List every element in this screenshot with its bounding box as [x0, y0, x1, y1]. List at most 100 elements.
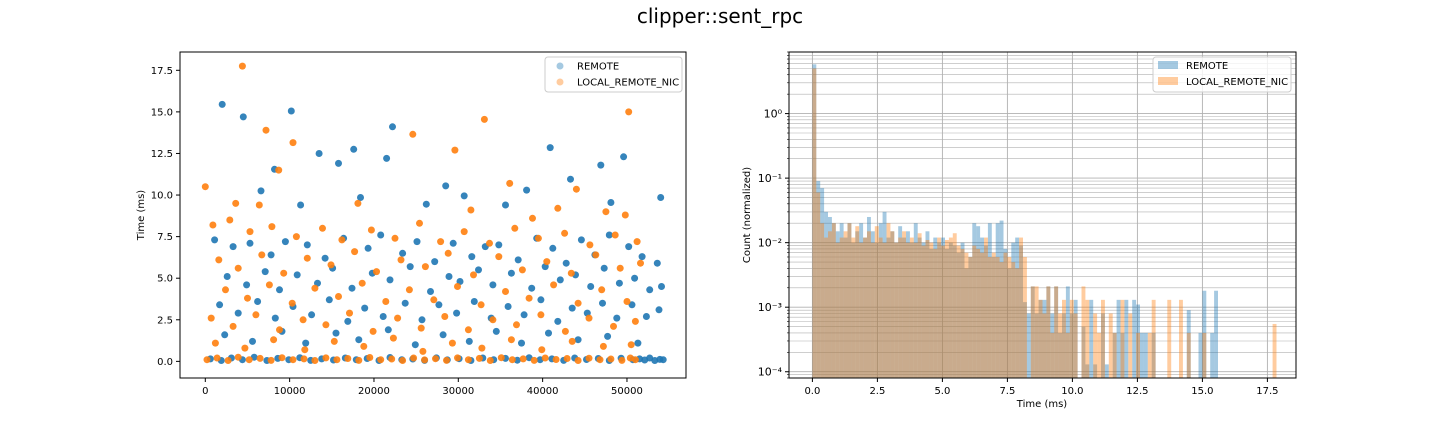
scatter-point: [418, 316, 426, 324]
scatter-point: [360, 342, 368, 350]
scatter-point: [530, 356, 538, 364]
histogram-bar: [898, 226, 903, 378]
scatter-point: [344, 317, 352, 325]
scatter-point: [574, 357, 582, 364]
scatter-point: [249, 337, 256, 345]
scatter-point: [430, 296, 438, 304]
histogram-bar: [1003, 252, 1008, 378]
histogram-bar: [902, 237, 906, 378]
scatter-point: [218, 100, 226, 108]
histogram-bar: [1116, 299, 1121, 378]
scatter-point: [543, 258, 551, 266]
scatter-point: [508, 356, 516, 364]
scatter-point: [470, 271, 477, 279]
histogram-bar: [1151, 299, 1156, 378]
histogram-bar: [1062, 299, 1066, 378]
scatter-point: [203, 356, 211, 364]
histogram-bar: [921, 245, 926, 378]
histogram-bar: [980, 237, 984, 378]
scatter-point: [300, 355, 308, 363]
histogram-bar: [1093, 364, 1098, 378]
scatter-y-tick-label: 10.0: [151, 191, 173, 202]
histogram-bar: [1007, 256, 1012, 378]
scatter-point: [292, 233, 300, 241]
scatter-point: [382, 298, 390, 305]
histogram-bar: [843, 237, 848, 378]
histogram-bar: [1186, 332, 1191, 378]
scatter-point: [321, 254, 329, 262]
scatter-point: [330, 337, 338, 345]
scatter-point: [537, 296, 545, 304]
histogram-bar: [1167, 299, 1172, 378]
scatter-point: [585, 354, 593, 362]
histogram-bar: [968, 256, 973, 378]
histogram-bar: [1054, 286, 1059, 378]
histogram-bar: [995, 223, 1000, 378]
scatter-point: [475, 266, 482, 274]
scatter-point: [475, 354, 483, 362]
scatter-point: [254, 298, 262, 305]
scatter-point: [267, 251, 275, 259]
histogram-bar: [870, 231, 875, 378]
histogram-bar: [890, 231, 895, 378]
scatter-point: [431, 258, 439, 266]
histogram-bar: [909, 237, 914, 378]
histogram-bar: [1073, 299, 1078, 378]
histogram-bar: [1030, 286, 1035, 378]
scatter-point: [600, 264, 608, 272]
scatter-y-ticks: 0.0 2.5 5.0 7.5 10.0 12.5 15.0 17.5: [151, 66, 180, 368]
scatter-point: [297, 201, 305, 209]
scatter-point: [437, 238, 445, 246]
scatter-point: [599, 299, 606, 307]
histogram-bar: [824, 237, 828, 378]
histogram-bar: [863, 237, 867, 378]
scatter-point: [480, 115, 488, 123]
histogram-bar: [859, 223, 864, 378]
scatter-point: [534, 234, 542, 242]
scatter-point: [257, 187, 265, 195]
histogram-bar: [816, 192, 821, 378]
histogram-bar: [1054, 286, 1059, 378]
histogram-legend-patch-remote: [1158, 61, 1178, 69]
scatter-point: [520, 311, 528, 319]
scatter-point: [221, 331, 229, 339]
scatter-point: [468, 253, 476, 261]
scatter-point: [554, 204, 562, 212]
histogram-legend-label-remote: REMOTE: [1186, 61, 1228, 72]
scatter-legend-box: [544, 56, 683, 93]
scatter-point: [435, 301, 443, 309]
histogram-bar: [828, 216, 832, 378]
histogram-bar: [886, 223, 891, 378]
scatter-point: [598, 286, 606, 294]
histogram-bar: [1065, 286, 1070, 378]
scatter-plot-area: [201, 62, 667, 364]
scatter-point: [621, 211, 629, 219]
histogram-x-tick-label: 17.5: [1256, 386, 1278, 397]
histogram-bar: [1015, 268, 1020, 378]
scatter-point: [216, 301, 224, 309]
scatter-point: [467, 206, 475, 214]
histogram-bar: [886, 237, 891, 378]
histogram-legend-label-local: LOCAL_REMOTE_NIC: [1186, 77, 1288, 88]
scatter-point: [373, 268, 380, 276]
scatter-point: [497, 354, 505, 362]
histogram-bar: [878, 223, 883, 378]
scatter-point: [585, 314, 593, 322]
scatter-point: [388, 355, 396, 363]
scatter-point: [627, 341, 635, 349]
scatter-axes-frame: [179, 51, 687, 379]
scatter-point: [354, 199, 362, 207]
histogram-bar: [1015, 237, 1020, 378]
scatter-point: [465, 337, 473, 345]
scatter-point: [278, 354, 286, 362]
scatter-point: [338, 236, 346, 244]
scatter-x-tick-label: 10000: [274, 386, 306, 397]
scatter-point: [276, 286, 283, 294]
histogram-bar: [1198, 332, 1203, 378]
histogram-bar: [906, 231, 910, 378]
histogram-bar: [909, 242, 914, 378]
scatter-point: [213, 354, 221, 362]
scatter-point: [280, 269, 288, 277]
scatter-point: [568, 304, 576, 312]
scatter-point: [574, 336, 582, 344]
